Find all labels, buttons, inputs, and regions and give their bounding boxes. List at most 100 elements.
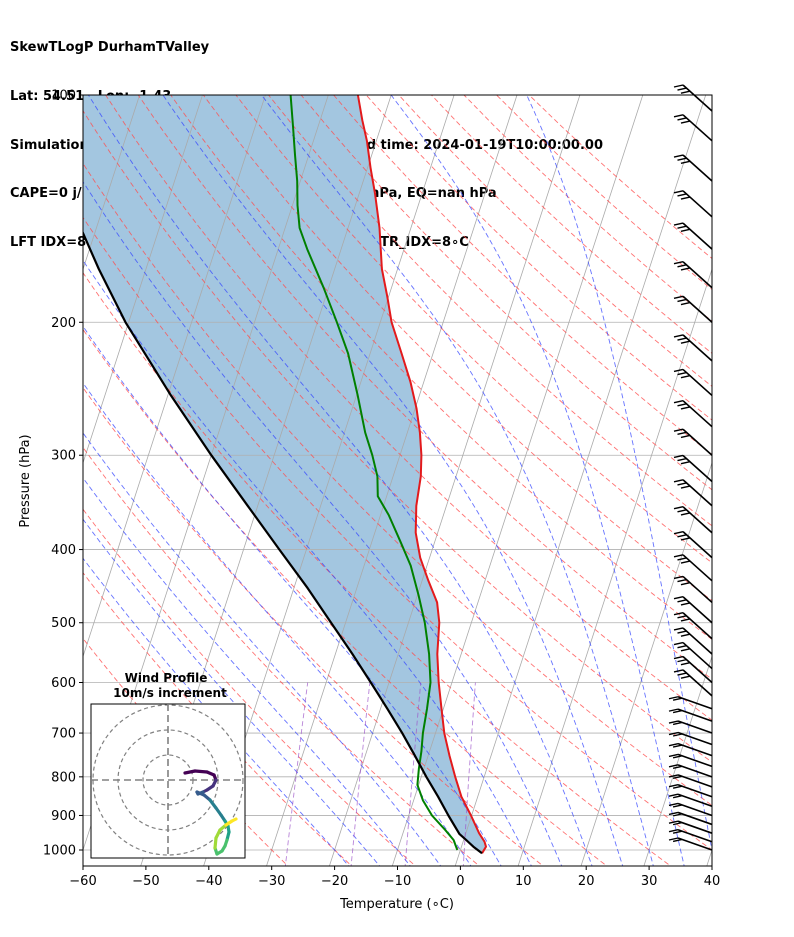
y-axis-label: Pressure (hPa) [18,434,33,527]
x-tick-label: 20 [578,874,595,889]
moist-adiabat [87,95,593,866]
mixing-ratio-line [284,682,309,866]
mixing-ratio-line [462,682,476,866]
isotherm [391,95,644,866]
isotherm [454,95,707,866]
wind-barb [668,828,713,843]
dry-adiabat [83,216,712,851]
dry-adiabat [83,272,672,866]
wind-barb [673,400,713,428]
wind-barb [668,720,713,734]
x-tick-label: −30 [258,874,285,889]
parcel-line [83,230,483,855]
x-tick-label: −50 [132,874,159,889]
wind-barb [673,506,713,534]
isotherm [83,95,266,658]
wind-barb [668,820,713,834]
y-tick-label: 900 [51,809,76,824]
wind-barb [668,837,713,851]
isotherm [83,95,141,271]
moist-adiabat [162,95,624,866]
dry-adiabat [105,95,712,721]
y-tick-label: 400 [51,543,76,558]
wind-barb [673,114,713,142]
isotherm [580,461,712,866]
isotherm [769,78,794,869]
wind-barb [673,627,713,655]
wind-barb [668,802,713,817]
wind-barb [673,190,713,218]
dry-adiabat [528,95,712,260]
wind-barb [673,454,713,483]
temperature-line [356,95,487,854]
y-tick-label: 200 [51,316,76,331]
hodograph-segment [183,769,197,775]
wind-barb [673,428,713,456]
wind-barb [668,764,713,778]
dry-adiabat [83,446,481,866]
dry-adiabat [83,328,608,866]
dry-adiabat [463,95,712,322]
x-tick-label: −60 [69,874,96,889]
y-tick-label: 600 [51,676,76,691]
wind-barb [673,596,713,624]
dewpoint-line [289,95,459,851]
x-tick-label: 30 [641,874,658,889]
chart-title: SkewTLogP DurhamTValley [10,40,210,56]
moist-adiabat [526,95,712,853]
isotherm [83,95,203,465]
wind-barb [673,575,713,604]
hodograph-segment [208,798,218,810]
wind-barb [673,84,713,112]
wind-barb [668,753,713,768]
wind-barb [668,695,713,710]
isotherm [328,95,581,866]
dry-adiabat [431,95,712,354]
dry-adiabat [496,95,712,291]
wind-barb [668,793,713,807]
x-tick-label: 40 [704,874,721,889]
moist-adiabat [83,259,532,866]
wind-barb [668,708,713,722]
dry-adiabat [137,95,712,680]
wind-barb [673,222,713,250]
wind-profile-inset: Wind Profile 10m/s increment [90,671,246,859]
wind-barb [673,295,713,323]
wind-barb [673,530,713,559]
wind-barb [668,783,713,798]
isotherm [643,655,712,866]
wind-barb [668,811,713,826]
isotherm [706,848,712,866]
wind-barb [673,669,713,697]
mixing-ratio-line [404,682,422,866]
wind-barb [673,154,713,182]
x-tick-label: 10 [515,874,532,889]
dry-adiabat [333,95,712,456]
dry-adiabat [300,95,712,491]
dry-adiabat [83,162,712,806]
x-tick-label: −40 [195,874,222,889]
hodograph-segment [193,769,209,774]
wind-barb [673,655,713,684]
isotherm [0,78,82,869]
hodograph-segment [230,817,238,823]
moist-adiabat [83,382,472,866]
wind-barb [673,334,713,362]
dry-adiabat [170,95,712,640]
y-tick-label: 700 [51,727,76,742]
mixing-ratio-line [350,682,371,866]
inset-subtitle: 10m/s increment [113,686,227,700]
moist-adiabat [83,180,563,866]
x-tick-label: −10 [384,874,411,889]
dry-adiabat [83,386,544,866]
dry-adiabat [83,508,417,866]
wind-barb [668,774,713,788]
hodograph-segment [213,836,218,850]
wind-barb [673,641,713,670]
y-tick-label: 300 [51,449,76,464]
x-tick-label: 0 [456,874,464,889]
wind-barb [673,261,713,289]
dry-adiabat [268,95,712,527]
isotherm [266,95,518,866]
moist-adiabat [83,432,442,866]
